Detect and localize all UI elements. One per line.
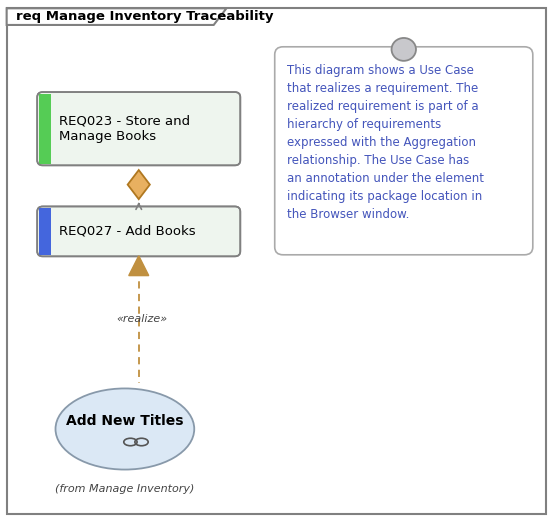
Text: «realize»: «realize» <box>116 314 167 324</box>
Text: REQ027 - Add Books: REQ027 - Add Books <box>59 225 195 238</box>
Text: Add New Titles: Add New Titles <box>66 414 184 427</box>
Polygon shape <box>39 94 51 164</box>
Text: This diagram shows a Use Case
that realizes a requirement. The
realized requirem: This diagram shows a Use Case that reali… <box>287 64 485 221</box>
FancyBboxPatch shape <box>37 206 240 256</box>
Polygon shape <box>7 8 226 25</box>
Text: REQ023 - Store and
Manage Books: REQ023 - Store and Manage Books <box>59 115 190 142</box>
FancyBboxPatch shape <box>275 47 533 255</box>
Polygon shape <box>129 256 149 276</box>
FancyBboxPatch shape <box>37 92 240 165</box>
FancyBboxPatch shape <box>7 8 546 514</box>
Ellipse shape <box>56 388 194 470</box>
Polygon shape <box>39 208 51 255</box>
Polygon shape <box>128 170 150 199</box>
Text: req Manage Inventory Traceability: req Manage Inventory Traceability <box>16 10 273 23</box>
Text: (from Manage Inventory): (from Manage Inventory) <box>55 484 195 494</box>
Circle shape <box>392 38 416 61</box>
